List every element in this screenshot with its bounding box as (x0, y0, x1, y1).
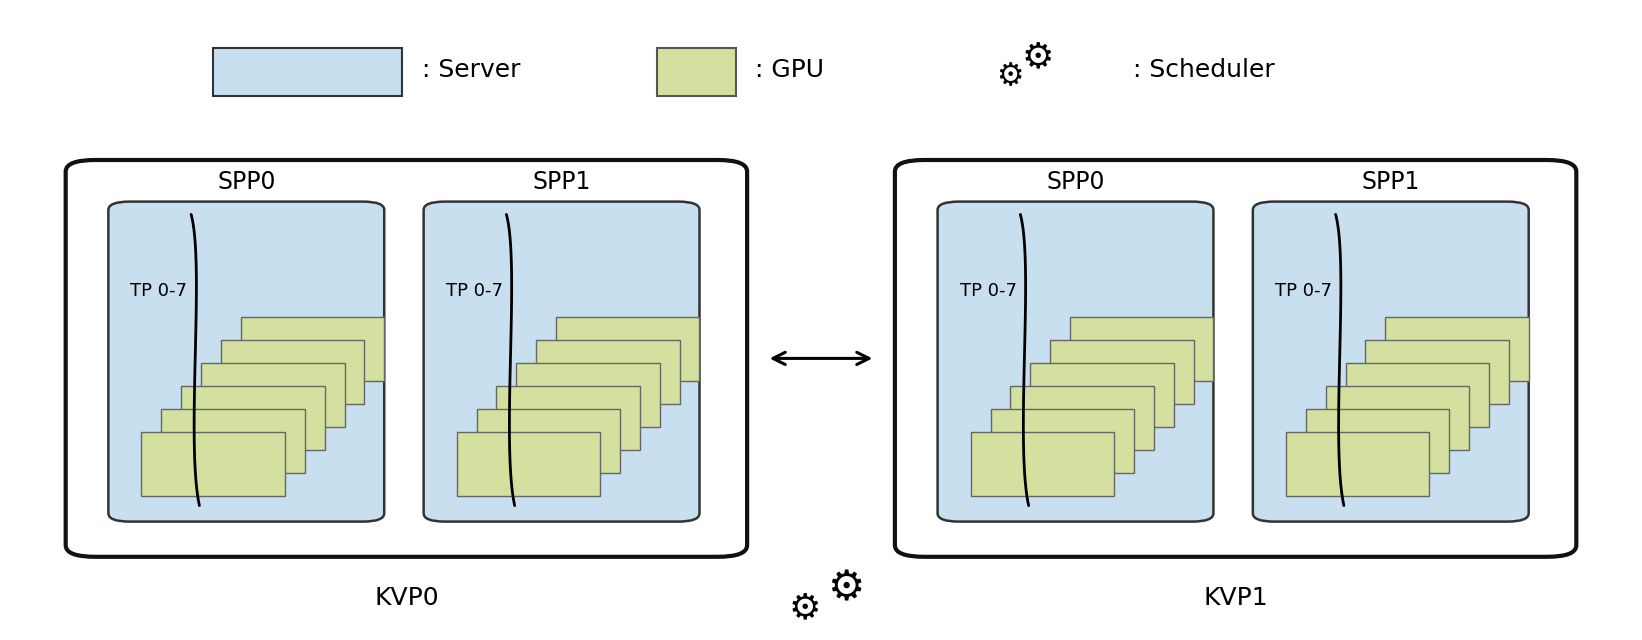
Bar (1071, 317, 1213, 381)
Bar (161, 409, 305, 473)
Bar (1366, 340, 1509, 404)
FancyBboxPatch shape (1253, 202, 1529, 522)
Text: TP 0-7: TP 0-7 (445, 282, 502, 300)
Bar (537, 340, 680, 404)
Text: : Server: : Server (422, 58, 521, 83)
Bar (476, 409, 621, 473)
Text: SPP1: SPP1 (1361, 170, 1420, 194)
Bar (200, 363, 345, 427)
Bar (222, 340, 365, 404)
Text: TP 0-7: TP 0-7 (1274, 282, 1332, 300)
Text: SPP0: SPP0 (1046, 170, 1105, 194)
Bar (516, 363, 660, 427)
Bar (990, 409, 1135, 473)
Bar (1305, 409, 1450, 473)
Text: ⚙: ⚙ (1021, 40, 1054, 75)
Bar (181, 386, 325, 450)
Bar (1286, 432, 1430, 496)
Bar (141, 432, 286, 496)
Bar (1051, 340, 1194, 404)
Bar (1345, 363, 1489, 427)
Text: SPP0: SPP0 (217, 170, 276, 194)
Bar (1010, 386, 1154, 450)
Bar (1386, 317, 1529, 381)
Bar (213, 48, 402, 96)
Text: KVP1: KVP1 (1204, 586, 1268, 609)
Bar (496, 386, 640, 450)
FancyBboxPatch shape (938, 202, 1213, 522)
Bar (1325, 386, 1470, 450)
Text: KVP0: KVP0 (374, 586, 438, 609)
Text: : Scheduler: : Scheduler (1133, 58, 1274, 83)
Text: SPP1: SPP1 (532, 170, 591, 194)
Bar (241, 317, 384, 381)
Text: ⚙: ⚙ (828, 568, 864, 610)
Bar (557, 317, 699, 381)
FancyBboxPatch shape (66, 160, 747, 557)
Text: TP 0-7: TP 0-7 (959, 282, 1016, 300)
Text: ⚙: ⚙ (788, 591, 821, 625)
Text: TP 0-7: TP 0-7 (130, 282, 187, 300)
Bar (1030, 363, 1174, 427)
FancyBboxPatch shape (424, 202, 699, 522)
Text: ⚙: ⚙ (997, 62, 1023, 92)
FancyBboxPatch shape (895, 160, 1576, 557)
Text: : GPU: : GPU (755, 58, 824, 83)
Bar (970, 432, 1115, 496)
FancyBboxPatch shape (108, 202, 384, 522)
Bar (456, 432, 601, 496)
Bar (657, 48, 736, 96)
